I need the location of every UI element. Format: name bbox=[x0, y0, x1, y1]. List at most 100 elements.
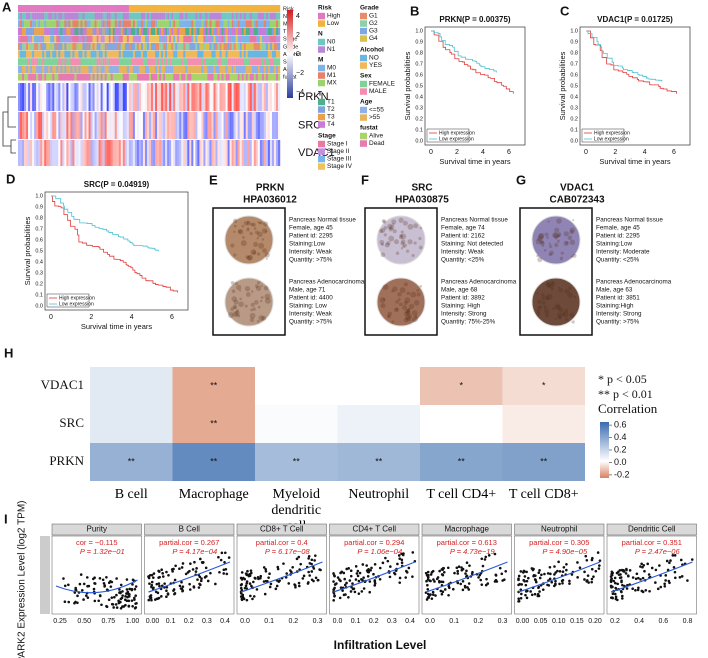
scatter-dot bbox=[365, 569, 369, 572]
tissue-texture bbox=[391, 289, 394, 293]
annotation-cell bbox=[155, 27, 158, 35]
annotation-cell bbox=[108, 58, 111, 66]
scatter-dot bbox=[370, 566, 373, 570]
annotation-cell bbox=[62, 27, 65, 35]
annotation-cell bbox=[68, 35, 71, 43]
annotation-cell bbox=[48, 12, 51, 20]
annotation-cell bbox=[185, 20, 188, 28]
annotation-cell bbox=[159, 20, 162, 28]
scatter-dot bbox=[84, 594, 88, 597]
y-tick-label: 0.0 bbox=[415, 138, 423, 144]
tissue-texture bbox=[537, 236, 543, 242]
heatmap-cell bbox=[261, 83, 265, 111]
scatter-dot bbox=[308, 574, 311, 577]
annotation-cell bbox=[116, 35, 119, 43]
annotation-cell bbox=[46, 73, 49, 81]
annotation-cell bbox=[207, 50, 210, 58]
annotation-cell bbox=[215, 5, 218, 13]
annotation-cell bbox=[231, 27, 234, 35]
scatter-dot bbox=[119, 590, 122, 594]
annotation-cell bbox=[144, 20, 148, 28]
annotation-cell bbox=[187, 12, 190, 20]
annotation-cell bbox=[130, 50, 134, 58]
annotation-cell bbox=[255, 50, 259, 58]
scatter-dot bbox=[307, 554, 311, 558]
annotation-cell bbox=[102, 35, 105, 43]
annotation-cell bbox=[187, 35, 190, 43]
scatter-dot bbox=[590, 577, 594, 581]
heatmap-cell bbox=[205, 112, 208, 139]
heatmap-cell bbox=[140, 83, 144, 111]
scatter-dot bbox=[354, 565, 358, 568]
scatter-dot bbox=[426, 575, 430, 579]
scatter-dot bbox=[372, 572, 375, 576]
annotation-cell bbox=[136, 12, 140, 20]
annotation-cell bbox=[265, 12, 269, 20]
annotation-cell bbox=[237, 65, 240, 73]
tissue-texture bbox=[563, 231, 569, 237]
annotation-cell bbox=[142, 50, 146, 58]
heatmap-cell bbox=[122, 140, 126, 166]
annotation-cell bbox=[239, 58, 242, 66]
heatmap-cell bbox=[64, 140, 67, 166]
annotation-cell bbox=[40, 73, 43, 81]
heatmap-cell bbox=[54, 83, 57, 111]
scatter-dot bbox=[550, 580, 554, 584]
heatmap-cell bbox=[130, 83, 134, 111]
annotation-cell bbox=[237, 73, 240, 81]
scatter-dot bbox=[690, 558, 694, 561]
legend-swatch bbox=[360, 106, 367, 114]
tissue-texture bbox=[254, 300, 259, 305]
annotation-cell bbox=[66, 65, 69, 73]
heatmap-cell bbox=[165, 83, 168, 111]
annotation-cell bbox=[140, 73, 144, 81]
annotation-cell bbox=[251, 73, 254, 81]
cor-text: partial.cor = 0.351 bbox=[622, 538, 682, 547]
annotation-cell bbox=[62, 20, 65, 28]
annotation-cell bbox=[219, 43, 222, 51]
annotation-cell bbox=[219, 50, 222, 58]
heatmap-cell bbox=[46, 140, 49, 166]
annotation-cell bbox=[90, 35, 93, 43]
annotation-cell bbox=[231, 58, 234, 66]
annotation-cell bbox=[80, 65, 83, 73]
tissue-texture bbox=[418, 245, 423, 250]
scatter-dot bbox=[548, 565, 552, 569]
tissue-texture bbox=[416, 292, 421, 297]
annotation-cell bbox=[243, 12, 246, 20]
heatmap-cell bbox=[277, 83, 281, 111]
gene-label: SRC bbox=[298, 119, 321, 131]
annotation-cell bbox=[94, 20, 97, 28]
scatter-dot bbox=[614, 586, 618, 590]
heatmap-cell bbox=[92, 83, 95, 111]
annotation-cell bbox=[213, 20, 216, 28]
heatmap-cell bbox=[124, 112, 128, 139]
scatter-dot bbox=[361, 563, 365, 566]
tissue-texture bbox=[407, 239, 413, 245]
scatter-dot bbox=[188, 569, 191, 573]
heatmap-cell bbox=[130, 140, 134, 166]
annotation-cell bbox=[74, 12, 77, 20]
scatter-dot bbox=[639, 578, 642, 581]
scatter-dot bbox=[150, 598, 153, 602]
legend-swatch bbox=[318, 106, 325, 113]
legend-item: N1 bbox=[327, 46, 336, 53]
scatter-dot bbox=[478, 573, 482, 577]
annotation-cell bbox=[114, 12, 117, 20]
annotation-cell bbox=[80, 5, 83, 13]
annotation-cell bbox=[193, 65, 196, 73]
significance: ** bbox=[128, 456, 136, 466]
tissue-texture bbox=[562, 311, 569, 318]
scatter-dot bbox=[465, 561, 469, 564]
annotation-cell bbox=[217, 58, 220, 66]
annotation-cell bbox=[233, 58, 236, 66]
significance: * bbox=[459, 380, 463, 390]
annotation-cell bbox=[251, 58, 254, 66]
y-tick-label: 0.6 bbox=[570, 72, 578, 78]
legend-item: Low bbox=[327, 20, 339, 27]
heatmap-cell bbox=[249, 140, 252, 166]
annotation-cell bbox=[205, 43, 208, 51]
tissue-texture bbox=[541, 300, 546, 305]
annotation-cell bbox=[66, 35, 69, 43]
scatter-dot bbox=[220, 551, 224, 555]
